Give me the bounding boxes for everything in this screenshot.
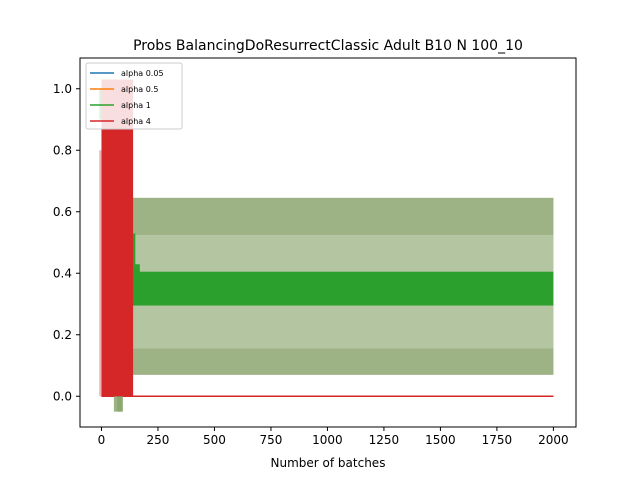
x-tick-label: 1000: [312, 433, 343, 447]
band-negative-dip: [113, 396, 123, 412]
y-tick-label: 0.4: [53, 266, 72, 280]
y-tick-label: 0.8: [53, 143, 72, 157]
legend-box: [85, 62, 183, 130]
band-upper-edge: [130, 197, 554, 235]
chart-title: Probs BalancingDoResurrectClassic Adult …: [133, 38, 523, 54]
band-lower-edge: [130, 348, 554, 375]
y-tick-label: 1.0: [53, 82, 72, 96]
legend-label: alpha 1: [121, 101, 151, 110]
x-tick-label: 750: [259, 433, 282, 447]
legend-label: alpha 0.5: [121, 85, 158, 94]
plot-area: [99, 79, 554, 412]
x-tick-label: 500: [203, 433, 226, 447]
x-tick-label: 1500: [425, 433, 456, 447]
series-spike-alpha-4: [101, 79, 134, 397]
axes-frame: [79, 57, 577, 428]
legend-label: alpha 0.05: [121, 69, 164, 78]
axes: 0 250 500 750 1000 1250 1500 1750 2000 0.0 0.2 0.4 0…: [53, 57, 577, 447]
y-tick-label: 0.2: [53, 328, 72, 342]
x-tick-label: 2000: [538, 433, 569, 447]
legend-label: alpha 4: [121, 117, 151, 126]
series-line-alpha-1: [130, 271, 554, 306]
y-tick-label: 0.0: [53, 389, 72, 403]
x-tick-label: 0: [98, 433, 106, 447]
x-tick-label: 1250: [369, 433, 400, 447]
series-spike-shade-alpha-4: [99, 150, 102, 397]
x-tick-label: 250: [147, 433, 170, 447]
y-tick-label: 0.6: [53, 205, 72, 219]
x-axis-label: Number of batches: [271, 456, 386, 470]
legend: alpha 0.05 alpha 0.5 alpha 1 alpha 4: [85, 62, 183, 130]
x-tick-label: 1750: [482, 433, 513, 447]
